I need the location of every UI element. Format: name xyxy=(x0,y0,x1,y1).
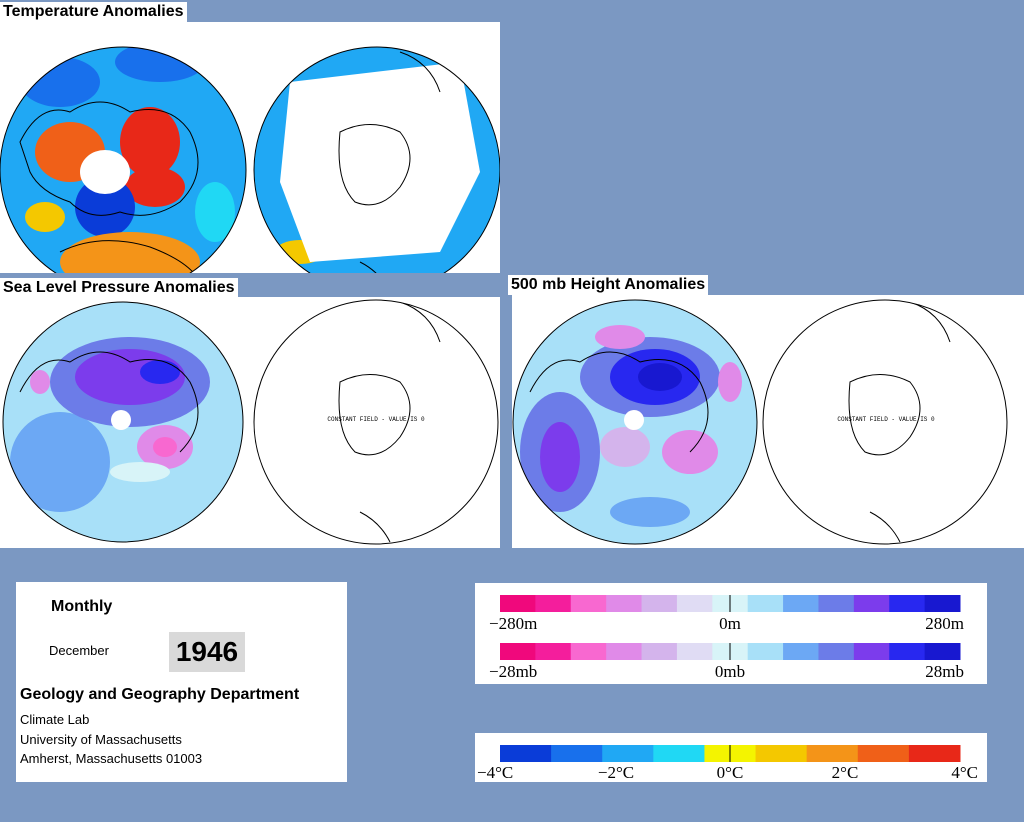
temperature-nh-map xyxy=(0,47,246,273)
pressure-swatch-5 xyxy=(676,643,713,660)
height-swatch-4 xyxy=(641,595,678,612)
temp-swatch-1 xyxy=(551,745,603,762)
slp-title: Sea Level Pressure Anomalies xyxy=(0,278,238,298)
temperature-panel xyxy=(0,22,500,273)
info-line-lab: Climate Lab xyxy=(20,712,90,727)
temp-swatch-7 xyxy=(857,745,910,762)
height-swatch-1 xyxy=(535,595,572,612)
temp-label-neg4: −4°C xyxy=(477,763,513,782)
slp-sh-map xyxy=(254,300,498,544)
anomaly-legend-box: −280m 0m 280m −28mb 0mb 28mb xyxy=(475,583,987,684)
temp-swatch-6 xyxy=(806,745,859,762)
pressure-zero-label: 0mb xyxy=(715,662,745,681)
height-pressure-legend: −280m 0m 280m −28mb 0mb 28mb xyxy=(489,595,964,681)
height-swatch-7 xyxy=(747,595,784,612)
info-box: Monthly December 1946 Geology and Geogra… xyxy=(16,582,347,782)
height-swatch-0 xyxy=(500,595,536,612)
height-min-label: −280m xyxy=(489,614,537,633)
year-label: 1946 xyxy=(169,632,245,672)
department-label: Geology and Geography Department xyxy=(20,686,300,703)
slp-panel: CONSTANT FIELD - VALUE IS 0 xyxy=(0,297,500,548)
pressure-swatch-2 xyxy=(570,643,607,660)
pressure-swatch-7 xyxy=(747,643,784,660)
pressure-swatch-10 xyxy=(853,643,890,660)
height-swatch-5 xyxy=(676,595,713,612)
temp-label-2: 2°C xyxy=(832,763,859,782)
month-label: December xyxy=(49,643,109,658)
pressure-swatch-9 xyxy=(818,643,855,660)
temp-label-0: 0°C xyxy=(717,763,744,782)
pressure-swatch-8 xyxy=(783,643,819,660)
pressure-min-label: −28mb xyxy=(489,662,537,681)
info-line-address: Amherst, Massachusetts 01003 xyxy=(20,751,203,766)
pressure-swatch-3 xyxy=(606,643,643,660)
temp-swatch-3 xyxy=(653,745,705,762)
temp-swatch-0 xyxy=(500,745,552,762)
height-max-label: 280m xyxy=(925,614,964,633)
height500-sh-map xyxy=(763,300,1007,544)
pressure-swatch-0 xyxy=(500,643,536,660)
period-label: Monthly xyxy=(51,598,113,615)
height-swatch-11 xyxy=(889,595,926,612)
temperature-color-bar xyxy=(500,745,961,762)
pressure-swatch-12 xyxy=(924,643,961,660)
temperature-sh-map xyxy=(254,47,500,273)
height500-constant-field-label: CONSTANT FIELD - VALUE IS 0 xyxy=(837,416,935,423)
pressure-swatch-11 xyxy=(889,643,926,660)
temperature-legend: −4°C −2°C 0°C 2°C 4°C xyxy=(477,745,978,782)
height-swatch-3 xyxy=(606,595,643,612)
pressure-color-bar xyxy=(500,643,961,660)
slp-maps: CONSTANT FIELD - VALUE IS 0 xyxy=(2,299,499,545)
slp-nh-map xyxy=(3,302,243,542)
height500-maps: CONSTANT FIELD - VALUE IS 0 xyxy=(512,299,1008,545)
temp-label-neg2: −2°C xyxy=(598,763,634,782)
pressure-swatch-4 xyxy=(641,643,678,660)
height-swatch-12 xyxy=(924,595,961,612)
height500-panel: CONSTANT FIELD - VALUE IS 0 xyxy=(512,295,1024,548)
pressure-swatch-1 xyxy=(535,643,572,660)
temperature-maps xyxy=(0,46,500,273)
temp-label-4: 4°C xyxy=(951,763,978,782)
temperature-title: Temperature Anomalies xyxy=(0,2,187,22)
height-swatch-9 xyxy=(818,595,855,612)
height-swatch-2 xyxy=(570,595,607,612)
info-line-university: University of Massachusetts xyxy=(20,732,182,747)
height-zero-label: 0m xyxy=(719,614,741,633)
temperature-legend-box: −4°C −2°C 0°C 2°C 4°C xyxy=(475,733,987,782)
height500-nh-map xyxy=(513,300,757,544)
height-color-bar xyxy=(500,595,961,612)
temp-swatch-8 xyxy=(908,745,961,762)
temp-swatch-2 xyxy=(602,745,654,762)
pressure-max-label: 28mb xyxy=(925,662,964,681)
height-swatch-10 xyxy=(853,595,890,612)
temp-swatch-5 xyxy=(755,745,808,762)
slp-constant-field-label: CONSTANT FIELD - VALUE IS 0 xyxy=(327,416,425,423)
height500-title: 500 mb Height Anomalies xyxy=(508,275,709,295)
height-swatch-8 xyxy=(783,595,819,612)
